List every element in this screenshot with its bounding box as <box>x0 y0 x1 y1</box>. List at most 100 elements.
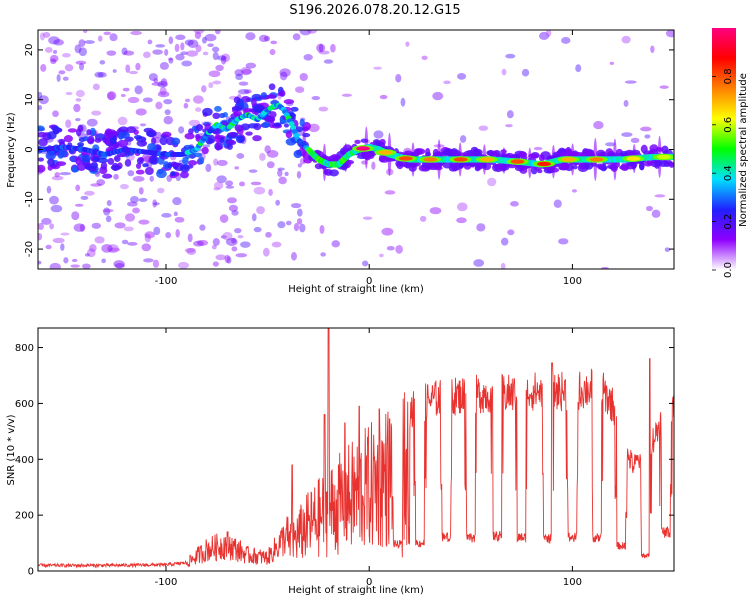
spectrogram-noise-cell <box>105 215 112 223</box>
spectrogram-y-tick-label: -10 <box>24 191 35 207</box>
spectrogram-noise-cell <box>38 95 49 105</box>
spectrogram-noise-cell <box>384 190 396 195</box>
spectrogram-noise-cell <box>196 239 209 246</box>
spectrogram-noise-cell <box>193 30 205 35</box>
spectrogram-noise-cell <box>371 161 376 170</box>
spectrogram-noise-cell <box>120 93 126 97</box>
spectrogram-noise-cell <box>121 239 129 245</box>
spectrogram-noise-cell <box>318 50 330 55</box>
spectrogram-cloud-cell <box>192 152 203 158</box>
spectrogram-noise-cell <box>173 211 178 217</box>
spectrogram-cloud-cell <box>147 143 157 152</box>
spectrogram-noise-cell <box>177 261 190 269</box>
spectrogram-cloud-cell <box>179 164 190 173</box>
spectrogram-noise-cell <box>90 183 102 187</box>
snr-x-tick-label: 0 <box>366 577 372 588</box>
spectrogram-cloud-cell <box>620 163 630 171</box>
spectrogram-noise-cell <box>149 175 154 182</box>
spectrogram-hot-cell <box>423 157 438 162</box>
spectrogram-noise-cell <box>155 101 163 110</box>
spectrogram-noise-cell <box>168 36 174 45</box>
spectrogram-noise-cell <box>225 238 238 246</box>
spectrogram-noise-cell <box>175 34 186 40</box>
spectrogram-noise-cell <box>268 188 273 196</box>
spectrogram-noise-cell <box>299 72 308 82</box>
spectrogram-noise-cell <box>168 57 174 64</box>
spectrogram-noise-cell <box>222 231 233 241</box>
spectrogram-noise-cell <box>316 43 326 53</box>
spectrogram-noise-cell <box>108 247 121 252</box>
spectrogram-y-tick-label: -20 <box>24 241 35 257</box>
spectrogram-cloud-cell <box>245 131 253 136</box>
spectrogram-noise-cell <box>278 176 287 185</box>
spectrogram-noise-cell <box>266 150 279 158</box>
spectrogram-cloud-cell <box>84 163 92 170</box>
spectrogram-noise-cell <box>500 237 509 246</box>
spectrogram-noise-cell <box>135 108 147 116</box>
spectrogram-noise-cell <box>106 91 117 101</box>
spectrogram-cloud-cell <box>408 161 416 167</box>
spectrogram-cloud-cell <box>135 163 142 170</box>
spectrogram-x-tick-label: 0 <box>366 276 372 287</box>
spectrogram-noise-cell <box>106 50 117 56</box>
spectrogram-noise-cell <box>75 60 87 65</box>
spectrogram-noise-cell <box>152 259 160 268</box>
spectrogram-hot-cell <box>356 146 371 151</box>
spectrogram-cloud-cell <box>195 133 201 140</box>
spectrogram-cloud-cell <box>202 107 213 117</box>
spectrogram-cloud-cell <box>135 169 145 175</box>
spectrogram-noise-cell <box>217 55 227 61</box>
spectrogram-x-axis-label: Height of straight line (km) <box>288 284 424 295</box>
spectrogram-noise-cell <box>75 184 81 192</box>
spectrogram-cloud-cell <box>38 125 45 132</box>
spectrogram-cloud-cell <box>113 155 121 163</box>
spectrogram-noise-cell <box>119 183 129 190</box>
spectrogram-noise-cell <box>533 146 543 151</box>
spectrogram-noise-cell <box>143 51 151 59</box>
spectrogram-x-tick-label: -100 <box>155 276 178 287</box>
spectrogram-noise-cell <box>220 235 227 239</box>
spectrogram-noise-cell <box>186 247 197 256</box>
spectrogram-noise-cell <box>277 167 285 171</box>
spectrogram-cloud-cell <box>363 151 372 161</box>
spectrogram-cloud-cell <box>133 134 143 140</box>
spectrogram-cloud-cell <box>470 146 479 155</box>
snr-y-ticks: 0 200 400 600 800 <box>15 343 674 578</box>
snr-background <box>38 328 674 571</box>
spectrogram-noise-cell <box>381 227 394 236</box>
spectrogram-noise-cell <box>134 85 143 95</box>
spectrogram-hot-cell <box>510 159 525 164</box>
spectrogram-cloud-cell <box>354 139 361 144</box>
spectrogram-noise-cell <box>186 50 199 57</box>
spectrogram-noise-cell <box>74 203 84 207</box>
spectrogram-noise-cell <box>38 233 43 241</box>
spectrogram-noise-cell <box>240 241 251 248</box>
snr-frame <box>37 327 675 572</box>
spectrogram-noise-cell <box>279 71 288 81</box>
snr-panel: -100 0 100 0 200 400 600 800 Height of straigh… <box>6 327 675 596</box>
spectrogram-noise-cell <box>73 103 81 113</box>
spectrogram-cloud-cell <box>490 150 499 158</box>
spectrogram-noise-cell <box>172 197 182 206</box>
spectrogram-noise-cell <box>215 64 224 72</box>
colorbar-gradient <box>712 28 736 270</box>
spectrogram-noise-cell <box>330 43 336 53</box>
spectrogram-noise-cell <box>113 260 125 268</box>
spectrogram-noise-cell <box>144 233 151 243</box>
spectrogram-noise-cell <box>152 49 163 55</box>
spectrogram-hot-cell <box>480 157 495 162</box>
spectrogram-noise-cell <box>164 48 169 56</box>
spectrogram-noise-cell <box>386 246 395 251</box>
spectrogram-cloud-cell <box>102 173 113 179</box>
spectrogram-noise-cell <box>38 91 43 100</box>
spectrogram-cloud-cell <box>233 96 241 104</box>
spectrogram-noise-cell <box>341 93 353 97</box>
spectrogram-cloud-cell <box>235 135 245 144</box>
spectrogram-noise-cell <box>259 152 266 161</box>
spectrogram-noise-cell <box>135 62 141 71</box>
spectrogram-ridge-cell <box>290 125 297 131</box>
spectrogram-noise-cell <box>264 145 271 154</box>
spectrogram-noise-cell <box>79 62 85 71</box>
spectrogram-noise-cell <box>323 59 334 64</box>
